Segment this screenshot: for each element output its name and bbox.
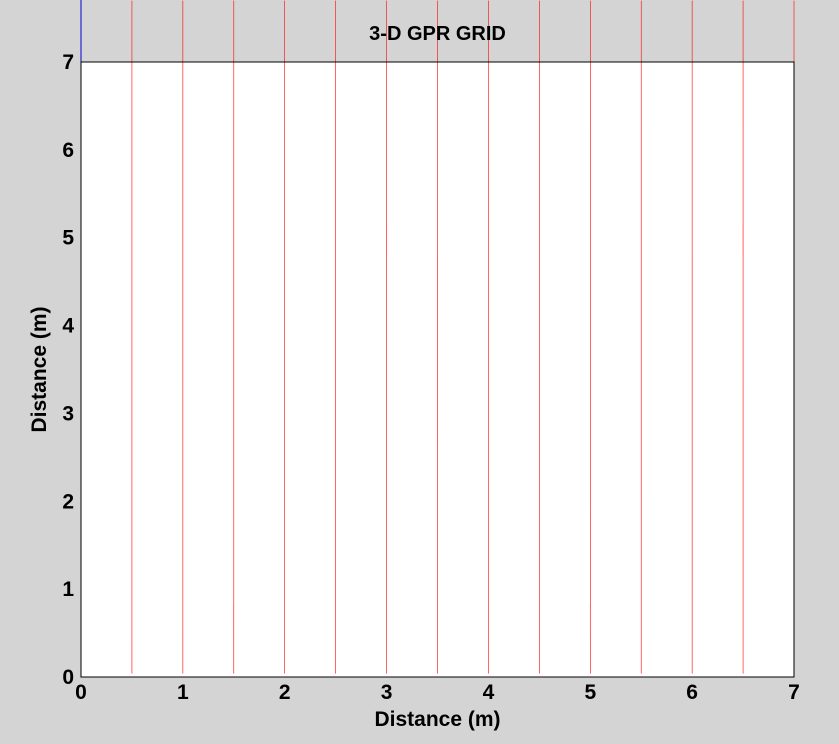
x-tick-label: 1 xyxy=(177,681,189,704)
x-tick-label: 3 xyxy=(381,681,393,704)
tick-labels: 0 1 2 3 4 5 6 7 0 1 2 3 4 5 6 7 xyxy=(62,51,800,704)
y-tick-label: 3 xyxy=(62,402,74,425)
x-tick-label: 2 xyxy=(279,681,291,704)
y-tick-label: 7 xyxy=(62,51,74,74)
x-axis-label: Distance (m) xyxy=(374,708,500,731)
y-tick-label: 0 xyxy=(62,666,74,689)
y-tick-label: 1 xyxy=(62,578,74,601)
y-tick-label: 2 xyxy=(62,490,74,513)
y-axis-label: Distance (m) xyxy=(28,306,51,432)
plot-frame xyxy=(80,61,795,678)
x-tick-label: 5 xyxy=(584,681,596,704)
x-tick-label: 0 xyxy=(75,681,87,704)
y-tick-label: 4 xyxy=(62,315,74,338)
x-tick-label: 6 xyxy=(686,681,698,704)
x-tick-label: 4 xyxy=(483,681,495,704)
y-tick-label: 6 xyxy=(62,139,74,162)
chart-title: 3-D GPR GRID xyxy=(369,23,506,45)
x-tick-label: 7 xyxy=(788,681,800,704)
y-tick-label: 5 xyxy=(62,227,74,250)
